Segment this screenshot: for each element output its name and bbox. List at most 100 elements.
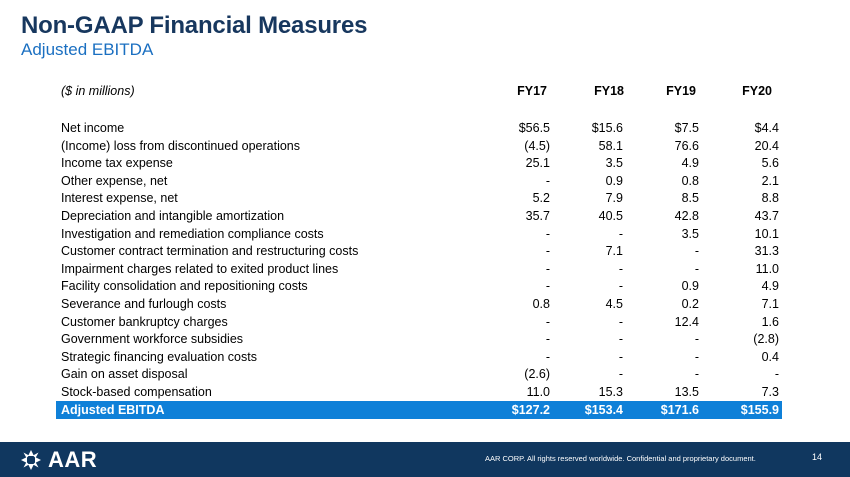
table-row: Impairment charges related to exited pro… <box>56 260 782 278</box>
row-label: Adjusted EBITDA <box>61 402 165 417</box>
table-row: Income tax expense 25.1 3.5 4.9 5.6 <box>56 154 782 172</box>
row-value: - <box>545 279 550 294</box>
row-value: 3.5 <box>681 226 699 241</box>
row-value: 35.7 <box>525 208 550 223</box>
table-header-row: ($ in millions) FY17 FY18 FY19 FY20 <box>56 84 782 102</box>
row-label: Interest expense, net <box>61 191 178 206</box>
row-value: - <box>545 226 550 241</box>
row-value: $15.6 <box>591 120 623 135</box>
row-value: 0.8 <box>681 173 699 188</box>
row-value: (2.6) <box>524 367 550 382</box>
row-value: $4.4 <box>754 120 779 135</box>
row-value: - <box>618 332 623 347</box>
row-label: Strategic financing evaluation costs <box>61 349 257 364</box>
row-value: - <box>618 314 623 329</box>
logo-text: AAR <box>48 447 98 472</box>
column-header: FY20 <box>742 84 772 98</box>
table-row: Depreciation and intangible amortization… <box>56 207 782 225</box>
table-row: Interest expense, net 5.2 7.9 8.5 8.8 <box>56 190 782 208</box>
row-value: 8.5 <box>681 191 699 206</box>
row-value: 7.1 <box>761 296 779 311</box>
table-row: (Income) loss from discontinued operatio… <box>56 137 782 155</box>
row-value: 8.8 <box>761 191 779 206</box>
row-label: Government workforce subsidies <box>61 332 244 347</box>
row-label: Other expense, net <box>61 173 168 188</box>
table-row: Stock-based compensation 11.0 15.3 13.5 7.3 <box>56 383 782 401</box>
row-label: Net income <box>61 120 125 135</box>
row-value: - <box>694 261 699 276</box>
row-value: $7.5 <box>674 120 699 135</box>
row-value: - <box>545 244 550 259</box>
row-label: Facility consolidation and repositioning… <box>61 279 308 294</box>
row-label: Customer contract termination and restru… <box>61 244 359 259</box>
total-row: Adjusted EBITDA $127.2 $153.4 $171.6 $155.9 <box>56 400 782 419</box>
row-label: Gain on asset disposal <box>61 367 188 382</box>
row-label: Customer bankruptcy charges <box>61 314 228 329</box>
row-value: $171.6 <box>660 402 699 417</box>
row-value: 12.4 <box>674 314 699 329</box>
table-row: Strategic financing evaluation costs - - - 0… <box>56 348 782 366</box>
row-value: (2.8) <box>753 332 779 347</box>
row-value: $127.2 <box>511 402 550 417</box>
table-row: Other expense, net - 0.9 0.8 2.1 <box>56 172 782 190</box>
row-value: 2.1 <box>761 173 779 188</box>
table-row: Severance and furlough costs 0.8 4.5 0.2 7.1 <box>56 295 782 313</box>
row-label: Depreciation and intangible amortization <box>61 208 285 223</box>
row-value: 7.1 <box>605 244 623 259</box>
row-value: 0.2 <box>681 296 699 311</box>
row-value: 0.9 <box>605 173 623 188</box>
row-value: 4.9 <box>761 279 779 294</box>
row-value: - <box>618 279 623 294</box>
row-value: - <box>618 367 623 382</box>
row-label: Stock-based compensation <box>61 384 212 399</box>
row-value: - <box>618 226 623 241</box>
row-value: - <box>545 332 550 347</box>
row-value: 4.5 <box>605 296 623 311</box>
page-number: 14 <box>812 452 823 462</box>
table-row: Gain on asset disposal (2.6) - - - <box>56 366 782 384</box>
row-value: (4.5) <box>524 138 550 153</box>
row-value: 0.9 <box>681 279 699 294</box>
row-value: 4.9 <box>681 156 699 171</box>
row-value: 58.1 <box>598 138 623 153</box>
row-value: $56.5 <box>518 120 550 135</box>
row-label: (Income) loss from discontinued operatio… <box>61 138 301 153</box>
ebitda-table: ($ in millions) FY17 FY18 FY19 FY20 Net … <box>56 84 782 419</box>
table-row: Net income $56.5 $15.6 $7.5 $4.4 <box>56 119 782 137</box>
row-value: 43.7 <box>754 208 779 223</box>
aar-logo-icon <box>21 450 41 470</box>
unit-label: ($ in millions) <box>61 84 135 98</box>
row-value: - <box>545 314 550 329</box>
row-value: 0.8 <box>532 296 550 311</box>
table-row: Government workforce subsidies - - - (2.8) <box>56 330 782 348</box>
row-value: 1.6 <box>761 314 779 329</box>
table-row: Customer contract termination and restru… <box>56 242 782 260</box>
row-value: 31.3 <box>754 244 779 259</box>
row-value: 13.5 <box>674 384 699 399</box>
row-label: Impairment charges related to exited pro… <box>61 261 339 276</box>
row-value: - <box>694 332 699 347</box>
column-header: FY18 <box>594 84 624 98</box>
table-row: Customer bankruptcy charges - - 12.4 1.6 <box>56 313 782 331</box>
row-label: Investigation and remediation compliance… <box>61 226 324 241</box>
page-title: Non-GAAP Financial Measures <box>21 12 368 39</box>
row-value: - <box>618 349 623 364</box>
row-value: - <box>545 173 550 188</box>
row-value: - <box>545 349 550 364</box>
page-subtitle: Adjusted EBITDA <box>21 40 154 59</box>
row-value: 3.5 <box>605 156 623 171</box>
row-value: $155.9 <box>740 402 779 417</box>
row-value: 0.4 <box>761 349 779 364</box>
row-value: 40.5 <box>598 208 623 223</box>
row-value: 5.2 <box>532 191 550 206</box>
spacer-row <box>56 102 782 120</box>
row-value: - <box>545 261 550 276</box>
row-value: 5.6 <box>761 156 779 171</box>
row-value: 42.8 <box>674 208 699 223</box>
row-value: 20.4 <box>754 138 779 153</box>
row-value: 11.0 <box>526 384 550 399</box>
company-logo: AAR <box>20 447 98 472</box>
row-value: 15.3 <box>598 384 623 399</box>
row-value: - <box>618 261 623 276</box>
row-value: - <box>694 244 699 259</box>
